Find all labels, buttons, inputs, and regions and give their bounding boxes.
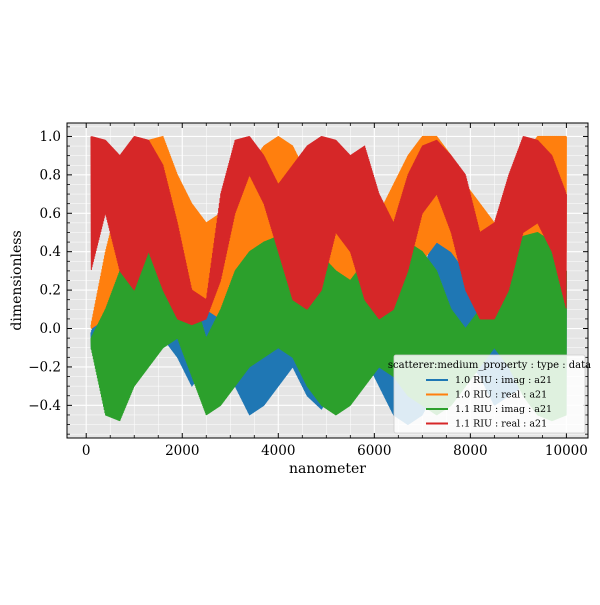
- legend-entry: 1.1 RIU : imag : a21: [455, 404, 552, 415]
- series-3-line: [90, 231, 567, 422]
- legend-box: [393, 354, 586, 434]
- legend-title: scatterer:medium_property : type : data: [388, 360, 591, 371]
- y-tick-label: 0.4: [40, 244, 61, 260]
- y-tick-label: 0.2: [40, 283, 61, 299]
- x-tick-label: 4000: [261, 443, 295, 459]
- series-4-line: [90, 135, 567, 326]
- x-tick-label: 8000: [453, 443, 487, 459]
- y-axis-label: dimensionless: [9, 230, 25, 330]
- x-tick-label: 0: [82, 443, 91, 459]
- y-tick-label: 1.0: [40, 129, 61, 145]
- x-tick-label: 6000: [357, 443, 391, 459]
- legend-entry: 1.0 RIU : real : a21: [455, 390, 547, 401]
- y-tick-label: 0.0: [40, 321, 61, 337]
- y-tick-label: 0.6: [40, 206, 61, 222]
- series-layer: [90, 135, 567, 426]
- legend: scatterer:medium_property : type : data 1…: [388, 354, 591, 434]
- x-axis-label: nanometer: [289, 461, 366, 477]
- y-tick-label: −0.2: [28, 359, 61, 375]
- legend-entry: 1.0 RIU : imag : a21: [455, 375, 552, 386]
- ticks: 0 2000 4000 6000 8000 10000 −0.4 −0.2 0.0 0.2 0.4 0…: [28, 123, 588, 459]
- x-tick-label: 10000: [545, 443, 588, 459]
- legend-entry: 1.1 RIU : real : a21: [455, 419, 547, 430]
- y-tick-label: 0.8: [40, 167, 61, 183]
- y-tick-label: −0.4: [28, 398, 61, 414]
- x-tick-label: 2000: [165, 443, 199, 459]
